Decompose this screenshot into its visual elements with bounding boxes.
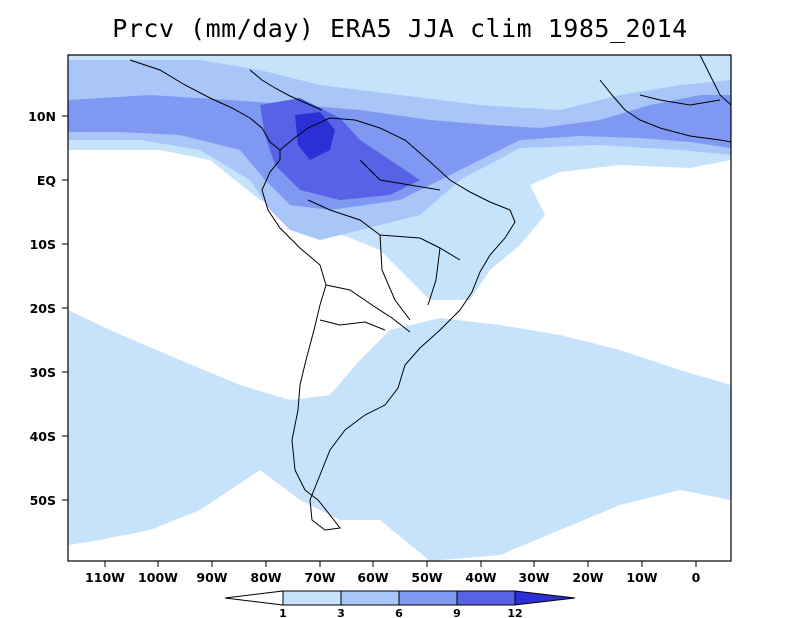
precip-band-south — [68, 310, 731, 561]
lat-label-50s: 50S — [30, 493, 56, 508]
south-america-outline — [261, 117, 516, 531]
lon-label-40w: 40W — [465, 570, 496, 585]
colorbar-label-9: 9 — [453, 607, 461, 618]
lon-label-30w: 30W — [518, 570, 549, 585]
colorbar-segment-above-12 — [514, 590, 576, 606]
colorbar-segment-6-9 — [398, 590, 458, 606]
precip-band-12-plus — [295, 112, 335, 160]
map-title: Prcv (mm/day) ERA5 JJA clim 1985_2014 — [112, 14, 688, 43]
lon-label-90w: 90W — [196, 570, 227, 585]
colorbar-segment-3-6 — [340, 590, 400, 606]
lat-label-eq: EQ — [37, 173, 56, 188]
lon-label-50w: 50W — [411, 570, 442, 585]
colorbar-label-6: 6 — [395, 607, 403, 618]
lon-label-20w: 20W — [572, 570, 603, 585]
colorbar-label-3: 3 — [337, 607, 345, 618]
colorbar-label-12: 12 — [507, 607, 522, 618]
precip-band-6-9 — [68, 95, 731, 210]
lat-label-10n: 10N — [28, 109, 56, 124]
lon-label-100w: 100W — [138, 570, 178, 585]
lat-label-10s: 10S — [30, 237, 56, 252]
lat-axis: 10N EQ 10S 20S 30S 40S 50S — [28, 109, 68, 508]
lon-label-60w: 60W — [357, 570, 388, 585]
lon-label-80w: 80W — [250, 570, 281, 585]
lon-label-70w: 70W — [304, 570, 335, 585]
colorbar-label-1: 1 — [279, 607, 287, 618]
colorbar — [224, 590, 576, 606]
colorbar-segment-1-3 — [282, 590, 342, 606]
lon-label-0: 0 — [692, 570, 701, 585]
colorbar-segment-below-1 — [224, 590, 284, 606]
lon-label-10w: 10W — [626, 570, 657, 585]
map-panel — [68, 55, 731, 561]
colorbar-labels: 1 3 6 9 12 — [279, 607, 522, 618]
lon-label-110w: 110W — [85, 570, 125, 585]
lat-label-40s: 40S — [30, 429, 56, 444]
colorbar-segment-9-12 — [456, 590, 516, 606]
coastlines — [129, 55, 731, 531]
lat-label-20s: 20S — [30, 301, 56, 316]
lat-label-30s: 30S — [30, 365, 56, 380]
lon-axis: 110W 100W 90W 80W 70W 60W 50W 40W 30W 20… — [85, 561, 701, 585]
